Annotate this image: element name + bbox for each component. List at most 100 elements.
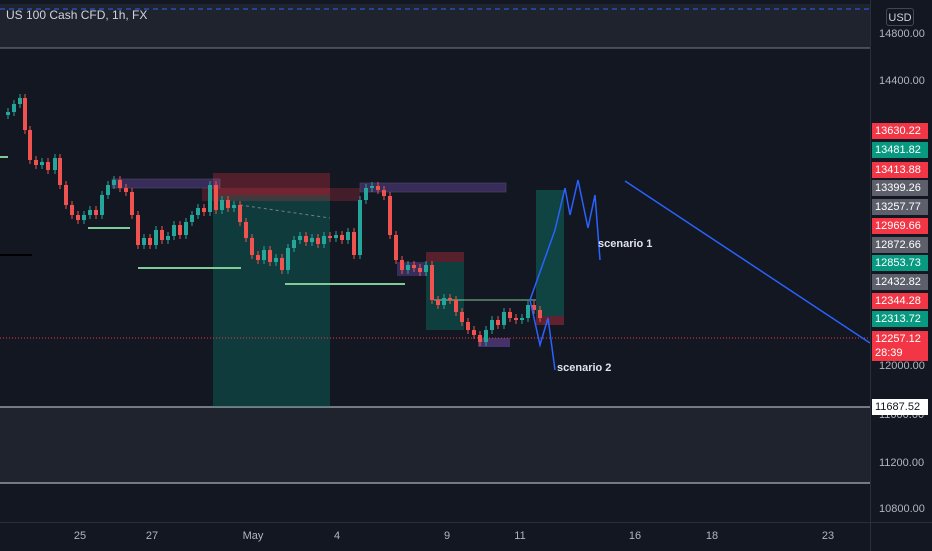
candle-body — [208, 185, 212, 212]
candle-body — [364, 188, 368, 200]
candle-body — [310, 238, 314, 242]
candle-body — [274, 258, 278, 262]
candle-body — [448, 298, 452, 300]
candle-body — [538, 310, 542, 318]
candle-body — [304, 236, 308, 242]
candle-body — [160, 230, 164, 240]
price-label: 13413.88 — [872, 162, 928, 178]
candle-body — [442, 298, 446, 305]
long-stop-box — [536, 316, 564, 325]
candle-body — [394, 235, 398, 260]
price-label: 13257.77 — [872, 199, 928, 215]
candle-body — [508, 312, 512, 318]
price-tick: 12000.00 — [879, 360, 925, 372]
price-label: 12872.66 — [872, 237, 928, 253]
scenario-2-label[interactable]: scenario 2 — [557, 362, 612, 374]
level-line-label: 11687.52 — [872, 399, 928, 415]
candle-body — [370, 186, 374, 188]
price-label: 12313.72 — [872, 311, 928, 327]
candle-body — [376, 186, 380, 190]
time-tick: 18 — [705, 530, 719, 542]
time-tick: 9 — [443, 530, 451, 542]
price-label: 12344.28 — [872, 293, 928, 309]
candle-body — [136, 215, 140, 245]
candle-body — [166, 236, 170, 240]
time-tick: 23 — [821, 530, 835, 542]
time-tick: May — [242, 530, 264, 542]
price-label: 13481.82 — [872, 142, 928, 158]
candle-body — [28, 130, 32, 160]
candle-body — [6, 112, 10, 115]
candle-body — [286, 248, 290, 270]
candle-body — [412, 265, 416, 268]
candle-body — [94, 210, 98, 215]
candle-body — [424, 265, 428, 272]
candle-body — [250, 238, 254, 255]
candle-body — [256, 255, 260, 260]
candle-body — [496, 320, 500, 325]
candle-body — [184, 222, 188, 235]
price-tick: 10800.00 — [879, 503, 925, 515]
down-trendline — [624, 180, 870, 344]
chart-canvas — [0, 4, 870, 484]
candle-body — [58, 158, 62, 185]
candle-body — [466, 322, 470, 330]
candle-body — [46, 162, 50, 170]
price-label: 12969.66 — [872, 218, 928, 234]
candle-body — [88, 210, 92, 215]
scenario-2-path — [529, 299, 556, 371]
candle-body — [262, 250, 266, 260]
candle-body — [226, 200, 230, 208]
candle-body — [484, 330, 488, 342]
chart-pane[interactable]: US 100 Cash CFD, 1h, FX scenario 1 scena… — [0, 0, 870, 522]
zone-3 — [202, 188, 360, 201]
currency-button[interactable]: USD — [886, 8, 914, 26]
candle-body — [70, 205, 74, 215]
candle-body — [220, 200, 224, 210]
candle-body — [298, 236, 302, 240]
price-tick: 14400.00 — [879, 75, 925, 87]
price-tick: 11200.00 — [879, 457, 925, 469]
time-scale[interactable]: 25 27 May 4 9 11 16 18 23 — [0, 522, 870, 551]
candle-body — [12, 104, 16, 112]
time-tick: 25 — [73, 530, 87, 542]
candle-body — [352, 232, 356, 255]
candle-body — [178, 225, 182, 235]
price-label: 12853.73 — [872, 255, 928, 271]
candle-body — [388, 196, 392, 235]
price-tick: 14800.00 — [879, 28, 925, 40]
candle-body — [202, 208, 206, 212]
candle-body — [490, 320, 494, 330]
price-scale[interactable]: 14800.00 14400.00 12000.00 11600.00 1120… — [870, 0, 932, 522]
candle-body — [142, 238, 146, 245]
candle-body — [418, 268, 422, 272]
candle-body — [526, 305, 530, 318]
time-tick: 27 — [145, 530, 159, 542]
candle-body — [18, 98, 22, 104]
zone-2 — [359, 182, 507, 193]
candle-body — [232, 205, 236, 208]
candle-body — [346, 232, 350, 240]
candle-body — [268, 250, 272, 262]
candle-body — [316, 238, 320, 244]
candle-body — [34, 160, 38, 165]
candle-body — [148, 238, 152, 245]
scenario-1-label[interactable]: scenario 1 — [598, 238, 653, 250]
zone-1 — [111, 178, 221, 189]
countdown-timer: 28:39 — [875, 347, 903, 359]
time-tick: 4 — [333, 530, 341, 542]
candle-body — [124, 188, 128, 192]
zone-5 — [478, 338, 510, 347]
candle-body — [190, 215, 194, 222]
candle-body — [130, 192, 134, 215]
lower-zone — [0, 407, 870, 483]
candle-body — [23, 98, 27, 130]
candles-group — [6, 94, 542, 346]
candle-body — [502, 312, 506, 325]
short-stop-box-2 — [426, 252, 464, 262]
candle-body — [514, 318, 518, 320]
candle-body — [478, 335, 482, 342]
symbol-title[interactable]: US 100 Cash CFD, 1h, FX — [6, 8, 148, 22]
candle-body — [340, 235, 344, 240]
upper-zone — [0, 4, 870, 48]
